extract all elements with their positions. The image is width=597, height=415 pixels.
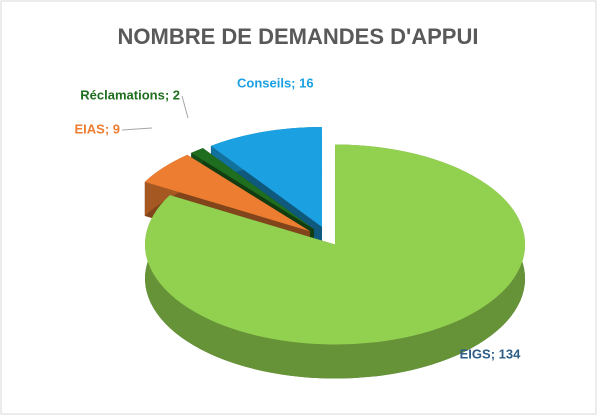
pie-slice: [210, 126, 323, 227]
pie-slice: [191, 148, 314, 230]
chart-title: NOMBRE DE DEMANDES D'APPUI: [118, 24, 479, 49]
data-label: Conseils; 16: [237, 75, 314, 90]
pie-slice: [145, 144, 526, 345]
pie-slice: [144, 154, 310, 232]
data-label: Réclamations; 2: [80, 87, 180, 102]
data-label: EIAS; 9: [74, 121, 120, 136]
leader-line: [121, 127, 153, 131]
data-label: EIGS; 134: [460, 346, 521, 361]
leader-line: [181, 95, 189, 119]
